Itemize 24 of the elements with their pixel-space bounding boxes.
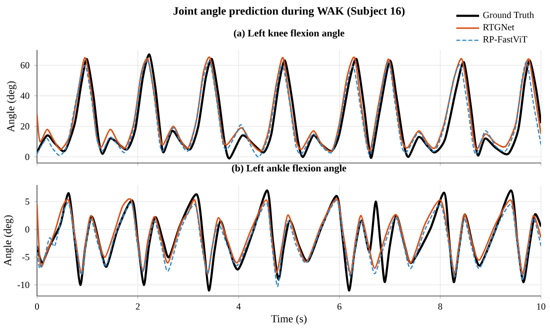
legend-label: Ground Truth: [483, 12, 534, 18]
y-tick-label: -5: [22, 254, 30, 260]
y-axis-title: Angle (deg): [4, 215, 14, 266]
x-tick-label: 8: [438, 303, 442, 310]
y-tick-label: 0: [25, 154, 30, 160]
line-series: [37, 198, 541, 275]
y-tick-label: -10: [18, 282, 30, 288]
x-tick-label: 2: [136, 303, 140, 310]
x-tick-label: 6: [337, 303, 342, 310]
chart-subtitle: (a) Left knee flexion angle: [234, 29, 344, 39]
x-tick-label: 10: [537, 303, 546, 310]
legend-label: RP-FastViT: [483, 36, 528, 43]
y-tick-label: 20: [20, 123, 30, 130]
y-tick-label: 40: [20, 92, 30, 99]
x-tick-label: 4: [236, 303, 241, 310]
y-tick-label: 0: [25, 226, 30, 233]
y-axis-title: Angle (deg): [6, 81, 16, 132]
chart-title: Joint angle prediction during WAK (Subject 16): [173, 6, 405, 18]
y-tick-label: 5: [26, 198, 30, 205]
chart-title: (b) Left ankle flexion angle: [232, 164, 346, 174]
x-axis-title: Time (s): [271, 314, 307, 324]
y-tick-label: 60: [20, 62, 30, 68]
x-tick-label: 0: [35, 303, 39, 310]
legend-label: RTGNet: [483, 24, 514, 30]
